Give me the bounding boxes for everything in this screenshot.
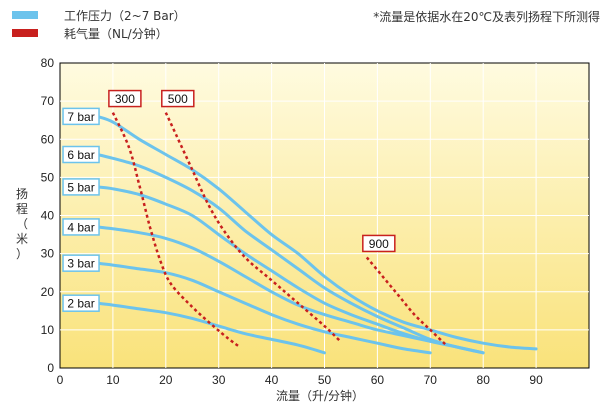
pressure-line bbox=[95, 261, 432, 355]
pressure-line bbox=[95, 225, 432, 343]
pressure-label-box bbox=[62, 178, 100, 196]
x-tick-label: 50 bbox=[318, 373, 332, 387]
pressure-label: 3 bar bbox=[67, 257, 94, 271]
x-tick-label: 0 bbox=[57, 373, 64, 387]
y-tick-label: 20 bbox=[41, 285, 55, 299]
air-label-box bbox=[161, 89, 195, 108]
footnote: *流量是依据水在20℃及表列扬程下所测得 bbox=[373, 10, 600, 24]
pressure-label-box bbox=[62, 254, 100, 272]
y-axis-label-char: 程 bbox=[16, 201, 28, 216]
pressure-label: 2 bar bbox=[67, 297, 94, 311]
pressure-swatch bbox=[12, 11, 38, 19]
pressure-label-box bbox=[62, 145, 100, 164]
air-label: 300 bbox=[115, 92, 135, 106]
y-axis-label: 扬程（米） bbox=[16, 186, 28, 261]
air-swatch bbox=[12, 29, 38, 37]
pressure-line bbox=[95, 301, 326, 355]
x-tick-label: 80 bbox=[477, 373, 491, 387]
y-tick-label: 30 bbox=[41, 247, 55, 261]
y-tick-labels: 0 10 20 30 40 50 60 70 80 bbox=[41, 56, 55, 375]
pressure-line bbox=[95, 114, 538, 351]
legend: 工作压力（2~7 Bar） 耗气量（NL/分钟） bbox=[12, 6, 186, 42]
air-consumption-line bbox=[365, 256, 448, 347]
x-tick-label: 60 bbox=[371, 373, 385, 387]
air-label-box bbox=[108, 89, 142, 108]
air-label-box bbox=[362, 234, 396, 253]
x-tick-label: 40 bbox=[265, 373, 279, 387]
pressure-label-box bbox=[62, 107, 100, 126]
pressure-label-box bbox=[62, 294, 100, 312]
x-tick-label: 70 bbox=[424, 373, 438, 387]
pressure-label: 7 bar bbox=[67, 110, 94, 124]
series-labels: 7 bar 6 bar 5 bar 4 bar 3 bar 2 bar 300 500 900 bbox=[62, 89, 396, 312]
y-axis-label-char: 扬 bbox=[16, 186, 28, 201]
pressure-series bbox=[95, 114, 538, 355]
y-axis-label-char: （ bbox=[16, 217, 28, 231]
legend-air-label: 耗气量（NL/分钟） bbox=[64, 26, 168, 41]
pressure-label: 6 bar bbox=[67, 148, 94, 162]
y-tick-label: 70 bbox=[41, 94, 55, 108]
legend-pressure-label: 工作压力（2~7 Bar） bbox=[64, 8, 186, 23]
pressure-line bbox=[95, 153, 485, 355]
y-tick-label: 10 bbox=[41, 323, 55, 337]
x-tick-labels: 0 10 20 30 40 50 60 70 80 90 bbox=[57, 373, 543, 387]
y-tick-label: 40 bbox=[41, 209, 55, 223]
air-consumption-line bbox=[164, 112, 342, 343]
x-tick-label: 90 bbox=[529, 373, 543, 387]
x-tick-label: 10 bbox=[106, 373, 120, 387]
y-tick-label: 80 bbox=[41, 56, 55, 70]
x-tick-label: 30 bbox=[212, 373, 226, 387]
pressure-label: 4 bar bbox=[67, 220, 94, 234]
air-series bbox=[111, 112, 448, 349]
y-tick-label: 0 bbox=[47, 361, 54, 375]
pressure-label-box bbox=[62, 218, 100, 236]
legend-item-pressure: 工作压力（2~7 Bar） bbox=[12, 6, 186, 24]
x-tick-label: 20 bbox=[159, 373, 173, 387]
y-tick-label: 50 bbox=[41, 170, 55, 184]
legend-item-air: 耗气量（NL/分钟） bbox=[12, 24, 186, 42]
y-tick-label: 60 bbox=[41, 132, 55, 146]
air-consumption-line bbox=[111, 112, 241, 349]
y-axis-label-char: ） bbox=[16, 247, 28, 261]
air-label: 900 bbox=[369, 237, 389, 251]
y-axis-label-char: 米 bbox=[16, 232, 28, 246]
x-axis-label: 流量（升/分钟） bbox=[276, 388, 364, 403]
pressure-label: 5 bar bbox=[67, 180, 94, 194]
air-label: 500 bbox=[168, 92, 188, 106]
